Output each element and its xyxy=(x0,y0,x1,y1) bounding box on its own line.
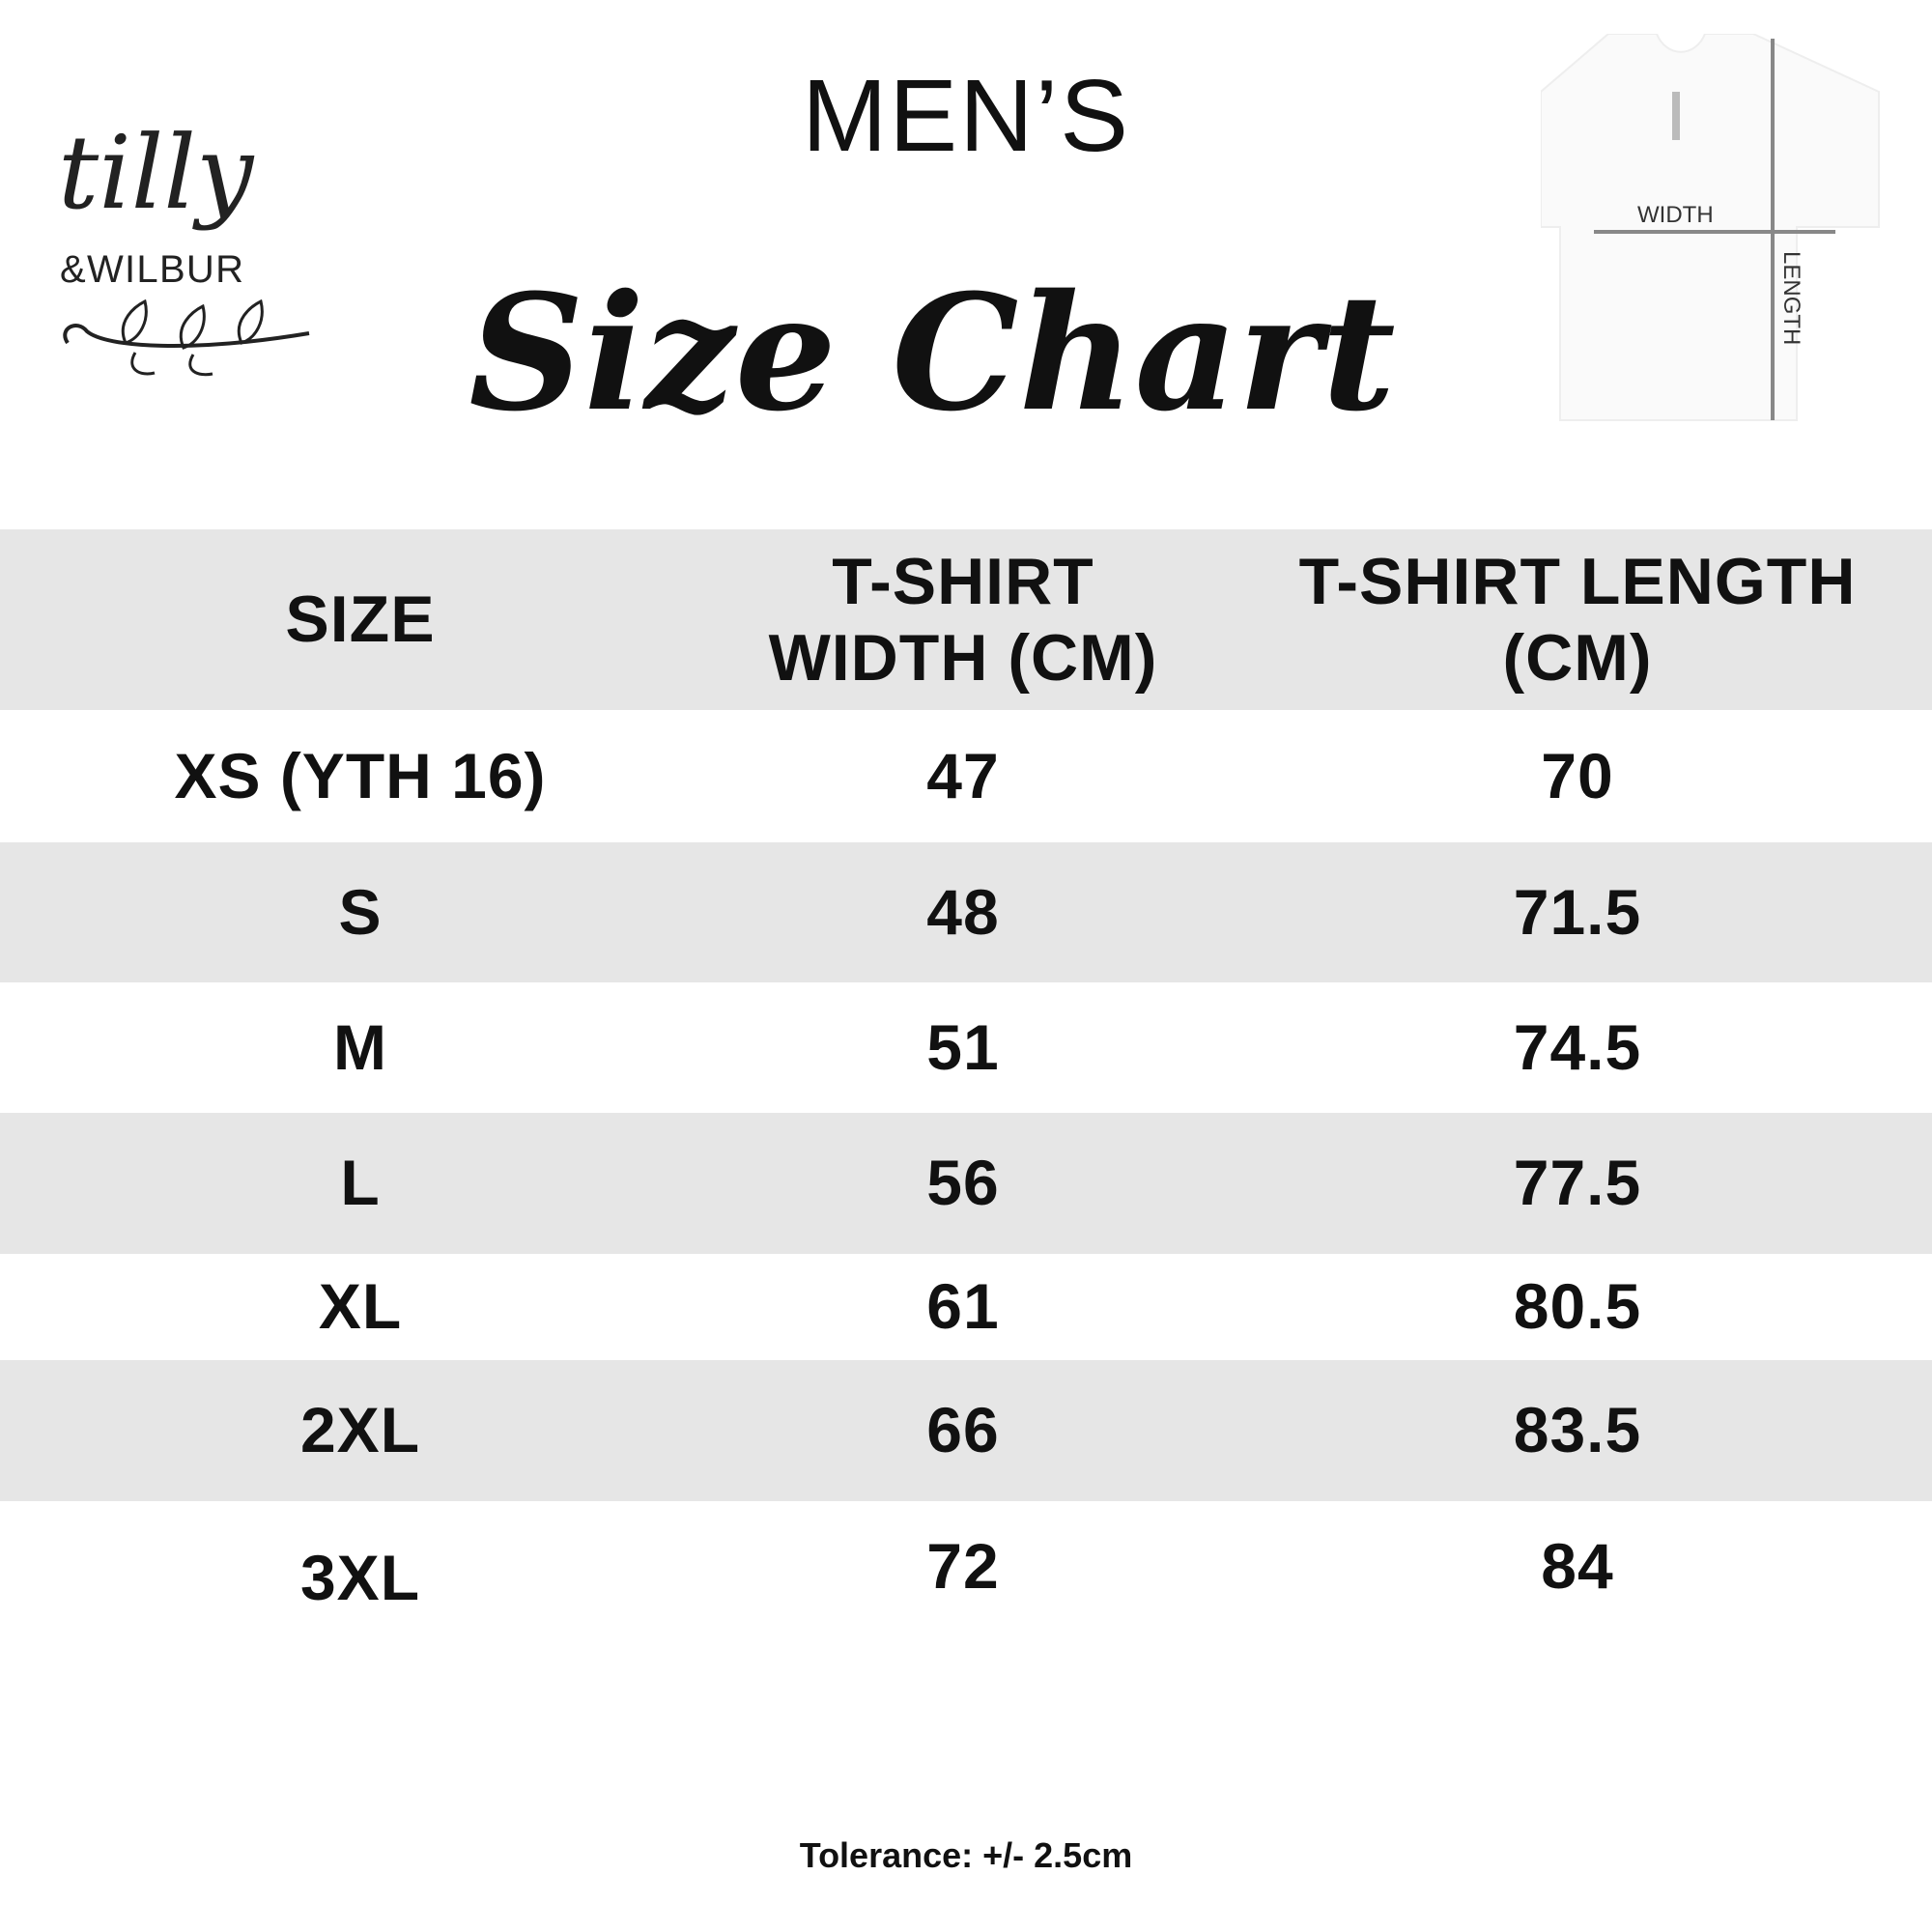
width-cell: 72 xyxy=(926,1530,1000,1602)
table-row: XL 61 80.5 xyxy=(0,1254,1932,1360)
length-cell: 77.5 xyxy=(1513,1147,1642,1219)
svg-text:&WILBUR: &WILBUR xyxy=(60,248,243,291)
width-cell: 48 xyxy=(926,875,1000,948)
size-cell: S xyxy=(338,875,383,948)
length-cell: 84 xyxy=(1541,1530,1614,1602)
width-cell: 56 xyxy=(926,1147,1000,1219)
column-header-width: T-SHIRT WIDTH (CM) xyxy=(768,545,1158,695)
table-row: S 48 71.5 xyxy=(0,842,1932,982)
column-header-size: SIZE xyxy=(285,582,436,657)
table-header: SIZE T-SHIRT WIDTH (CM) T-SHIRT LENGTH (… xyxy=(0,529,1932,710)
length-cell: 74.5 xyxy=(1513,1010,1642,1083)
tilly-wilbur-logo: tilly &WILBUR xyxy=(58,114,310,377)
table-row: 2XL 66 83.5 xyxy=(0,1360,1932,1501)
svg-text:tilly: tilly xyxy=(58,114,255,232)
size-cell: 2XL xyxy=(299,1394,421,1466)
size-cell: XL xyxy=(318,1270,403,1343)
width-cell: 61 xyxy=(926,1270,1000,1343)
tshirt-diagram: WIDTH LENGTH xyxy=(1541,34,1880,421)
width-cell: 66 xyxy=(926,1394,1000,1466)
size-chart-title: Size Chart xyxy=(469,259,1396,446)
table-row: 3XL 72 84 xyxy=(0,1501,1932,1656)
size-cell: L xyxy=(340,1147,381,1219)
tolerance-note: Tolerance: +/- 2.5cm xyxy=(799,1835,1133,1875)
table-row: M 51 74.5 xyxy=(0,982,1932,1113)
mens-heading: MEN’S xyxy=(802,59,1130,173)
column-header-length: T-SHIRT LENGTH (CM) xyxy=(1298,545,1857,695)
width-cell: 51 xyxy=(926,1010,1000,1083)
size-cell: 3XL xyxy=(299,1542,421,1614)
length-cell: 83.5 xyxy=(1513,1394,1642,1466)
size-cell: M xyxy=(333,1010,387,1083)
width-label: WIDTH xyxy=(1637,202,1714,228)
table-row: L 56 77.5 xyxy=(0,1113,1932,1254)
length-cell: 70 xyxy=(1541,739,1614,811)
table-row: XS (YTH 16) 47 70 xyxy=(0,710,1932,842)
length-label: LENGTH xyxy=(1778,251,1804,345)
length-cell: 71.5 xyxy=(1513,875,1642,948)
length-cell: 80.5 xyxy=(1513,1270,1642,1343)
size-cell: XS (YTH 16) xyxy=(174,739,547,811)
width-cell: 47 xyxy=(926,739,1000,811)
